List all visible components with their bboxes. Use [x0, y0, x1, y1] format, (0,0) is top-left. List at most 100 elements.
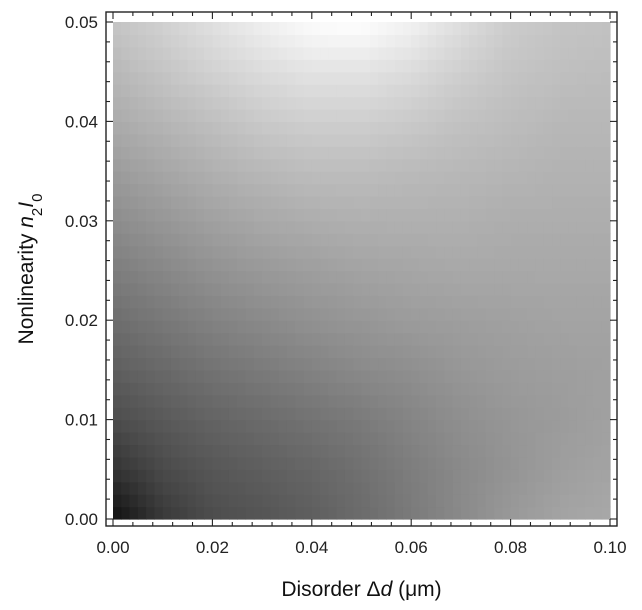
heatmap-cell [344, 282, 354, 296]
heatmap-cell [452, 282, 462, 296]
heatmap-cell [353, 108, 363, 122]
heatmap-cell [170, 46, 180, 60]
heatmap-cell [436, 133, 445, 147]
heatmap-cell [394, 282, 404, 296]
heatmap-cell [361, 506, 371, 520]
heatmap-cell [245, 133, 255, 147]
heatmap-cell [485, 481, 495, 495]
heatmap-cell [452, 233, 462, 247]
heatmap-cell [237, 121, 247, 135]
heatmap-cell [510, 245, 520, 259]
heatmap-cell [518, 84, 528, 98]
heatmap-cell [220, 220, 230, 234]
heatmap-cell [601, 84, 611, 98]
heatmap-cell [121, 444, 131, 458]
heatmap-cell [286, 233, 296, 247]
heatmap-cell [485, 320, 495, 334]
heatmap-cell [170, 108, 180, 122]
heatmap-cell [369, 96, 379, 110]
heatmap-cell [336, 133, 346, 147]
heatmap-cell [237, 357, 247, 371]
heatmap-cell [295, 158, 305, 172]
heatmap-cell [328, 407, 338, 421]
heatmap-cell [328, 208, 338, 222]
heatmap-cell [593, 506, 603, 520]
heatmap-cell [568, 444, 578, 458]
heatmap-cell [344, 183, 354, 197]
heatmap-cell [303, 456, 313, 470]
heatmap-cell [485, 382, 495, 396]
heatmap-cell [311, 195, 321, 209]
heatmap-cell [469, 245, 479, 259]
heatmap-cell [121, 220, 131, 234]
heatmap-cell [402, 369, 412, 383]
heatmap-cell [485, 22, 495, 36]
heatmap-cell [419, 432, 429, 446]
heatmap-cell [585, 108, 595, 122]
heatmap-cell [146, 494, 156, 508]
heatmap-cell [444, 270, 454, 284]
heatmap-cell [129, 258, 139, 272]
heatmap-cell [270, 407, 280, 421]
heatmap-cell [469, 220, 479, 234]
heatmap-cell [121, 494, 131, 508]
heatmap-cell [121, 108, 131, 122]
heatmap-cell [212, 307, 222, 321]
heatmap-cell [568, 84, 578, 98]
heatmap-cell [378, 345, 387, 359]
heatmap-cell [220, 96, 230, 110]
heatmap-cell [444, 46, 454, 60]
heatmap-cell [204, 171, 213, 185]
heatmap-cell [460, 158, 470, 172]
heatmap-cell [601, 456, 611, 470]
heatmap-cell [137, 282, 147, 296]
heatmap-cell [494, 84, 503, 98]
heatmap-cell [601, 432, 611, 446]
heatmap-cell [328, 34, 338, 48]
heatmap-cell [204, 444, 213, 458]
heatmap-cell [436, 357, 445, 371]
heatmap-cell [510, 171, 520, 185]
heatmap-cell [179, 481, 189, 495]
heatmap-cell [336, 245, 346, 259]
heatmap-cell [262, 233, 271, 247]
heatmap-cell [253, 345, 263, 359]
heatmap-cell [444, 382, 454, 396]
heatmap-cell [170, 382, 180, 396]
heatmap-cell [303, 208, 313, 222]
heatmap-cell [419, 108, 429, 122]
heatmap-cell [494, 22, 503, 36]
heatmap-cell [419, 394, 429, 408]
heatmap-cell [518, 121, 528, 135]
heatmap-cell [601, 133, 611, 147]
heatmap-cell [245, 220, 255, 234]
heatmap-cell [378, 208, 387, 222]
heatmap-cell [253, 171, 263, 185]
heatmap-cell [560, 307, 570, 321]
heatmap-cell [187, 121, 197, 135]
axis-ticks [106, 12, 617, 526]
heatmap-cell [146, 233, 156, 247]
heatmap-cell [212, 369, 222, 383]
heatmap-cell [485, 282, 495, 296]
heatmap-cell [353, 345, 363, 359]
heatmap-cell [336, 71, 346, 85]
heatmap-cell [204, 146, 213, 160]
heatmap-cell [195, 195, 205, 209]
heatmap-cell [253, 46, 263, 60]
heatmap-cell [552, 320, 561, 334]
heatmap-cell [518, 245, 528, 259]
heatmap-cell [320, 295, 329, 309]
heatmap-cell [121, 233, 131, 247]
heatmap-cell [378, 59, 387, 73]
heatmap-cell [262, 307, 271, 321]
heatmap-cell [576, 382, 586, 396]
heatmap-cell [361, 208, 371, 222]
heatmap-cell [262, 394, 271, 408]
heatmap-cell [270, 345, 280, 359]
heatmap-cell [510, 71, 520, 85]
heatmap-cell [336, 258, 346, 272]
heatmap-cell [494, 270, 503, 284]
heatmap-cell [137, 220, 147, 234]
heatmap-cell [402, 84, 412, 98]
